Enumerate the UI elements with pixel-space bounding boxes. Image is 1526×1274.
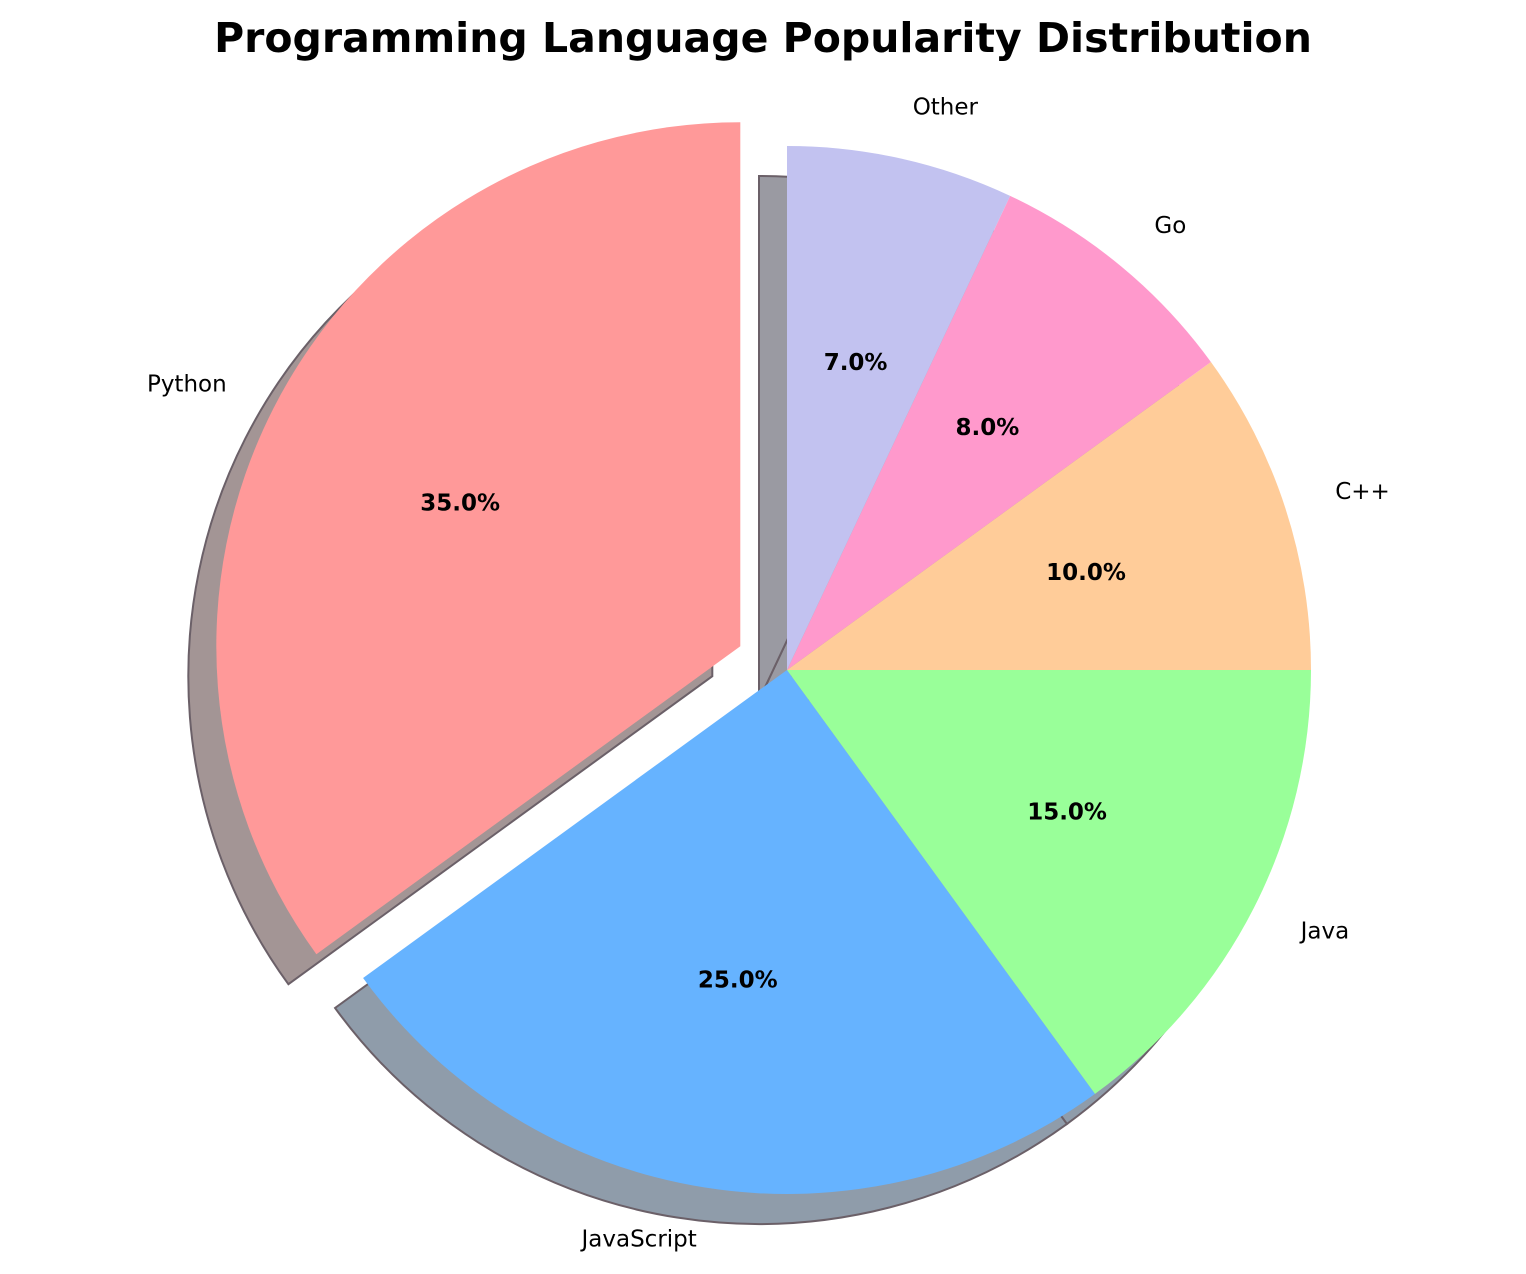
percent-label: 15.0%	[1027, 800, 1107, 826]
slice-label: JavaScript	[580, 1226, 697, 1252]
slice-c-	[787, 362, 1311, 670]
percent-labels: 35.0% 25.0% 15.0% 10.0% 8.0% 7.0%	[420, 350, 1126, 993]
percent-label: 7.0%	[824, 350, 888, 376]
slice-label: Other	[913, 95, 979, 121]
slice-labels: Python JavaScript Java C++ Go Other	[147, 95, 1390, 1253]
percent-label: 8.0%	[956, 415, 1020, 441]
slice-python	[216, 122, 741, 955]
percent-label: 35.0%	[420, 491, 500, 517]
percent-label: 25.0%	[698, 968, 778, 994]
slice-label: Python	[147, 372, 227, 398]
pie-slices	[216, 122, 1311, 1194]
slice-javascript	[363, 670, 1096, 1194]
slice-label: C++	[1335, 479, 1390, 505]
slice-go	[787, 195, 1211, 670]
slice-label: Java	[1299, 919, 1350, 945]
slice-other	[787, 146, 1011, 670]
percent-label: 10.0%	[1046, 560, 1126, 586]
slice-label: Go	[1154, 213, 1186, 239]
slice-java	[787, 670, 1311, 1094]
chart-title: Programming Language Popularity Distribu…	[214, 14, 1312, 62]
